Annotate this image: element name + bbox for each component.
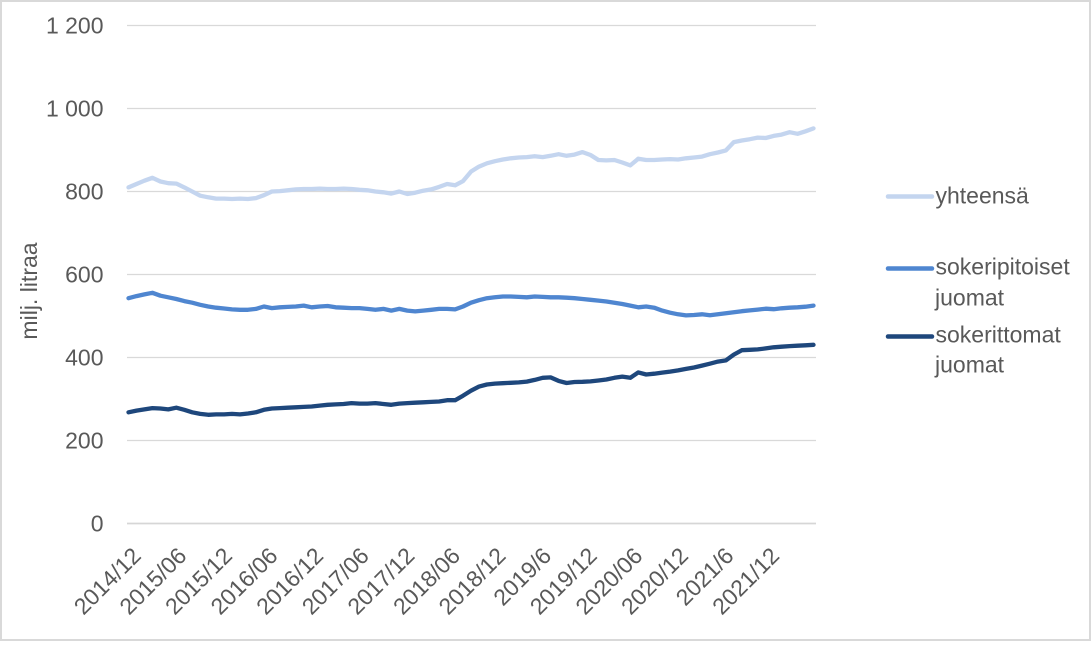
svg-text:juomat: juomat xyxy=(934,285,1005,311)
svg-text:milj. litraa: milj. litraa xyxy=(16,242,42,339)
svg-text:1 000: 1 000 xyxy=(46,96,104,122)
svg-text:0: 0 xyxy=(91,511,104,537)
svg-text:juomat: juomat xyxy=(934,352,1005,378)
svg-text:sokeripitoiset: sokeripitoiset xyxy=(936,254,1071,280)
svg-text:600: 600 xyxy=(65,262,103,288)
svg-text:800: 800 xyxy=(65,179,103,205)
svg-text:400: 400 xyxy=(65,345,103,371)
svg-text:yhteensä: yhteensä xyxy=(936,183,1030,209)
svg-text:1 200: 1 200 xyxy=(46,13,104,39)
svg-text:200: 200 xyxy=(65,428,103,454)
svg-text:sokerittomat: sokerittomat xyxy=(936,322,1062,348)
